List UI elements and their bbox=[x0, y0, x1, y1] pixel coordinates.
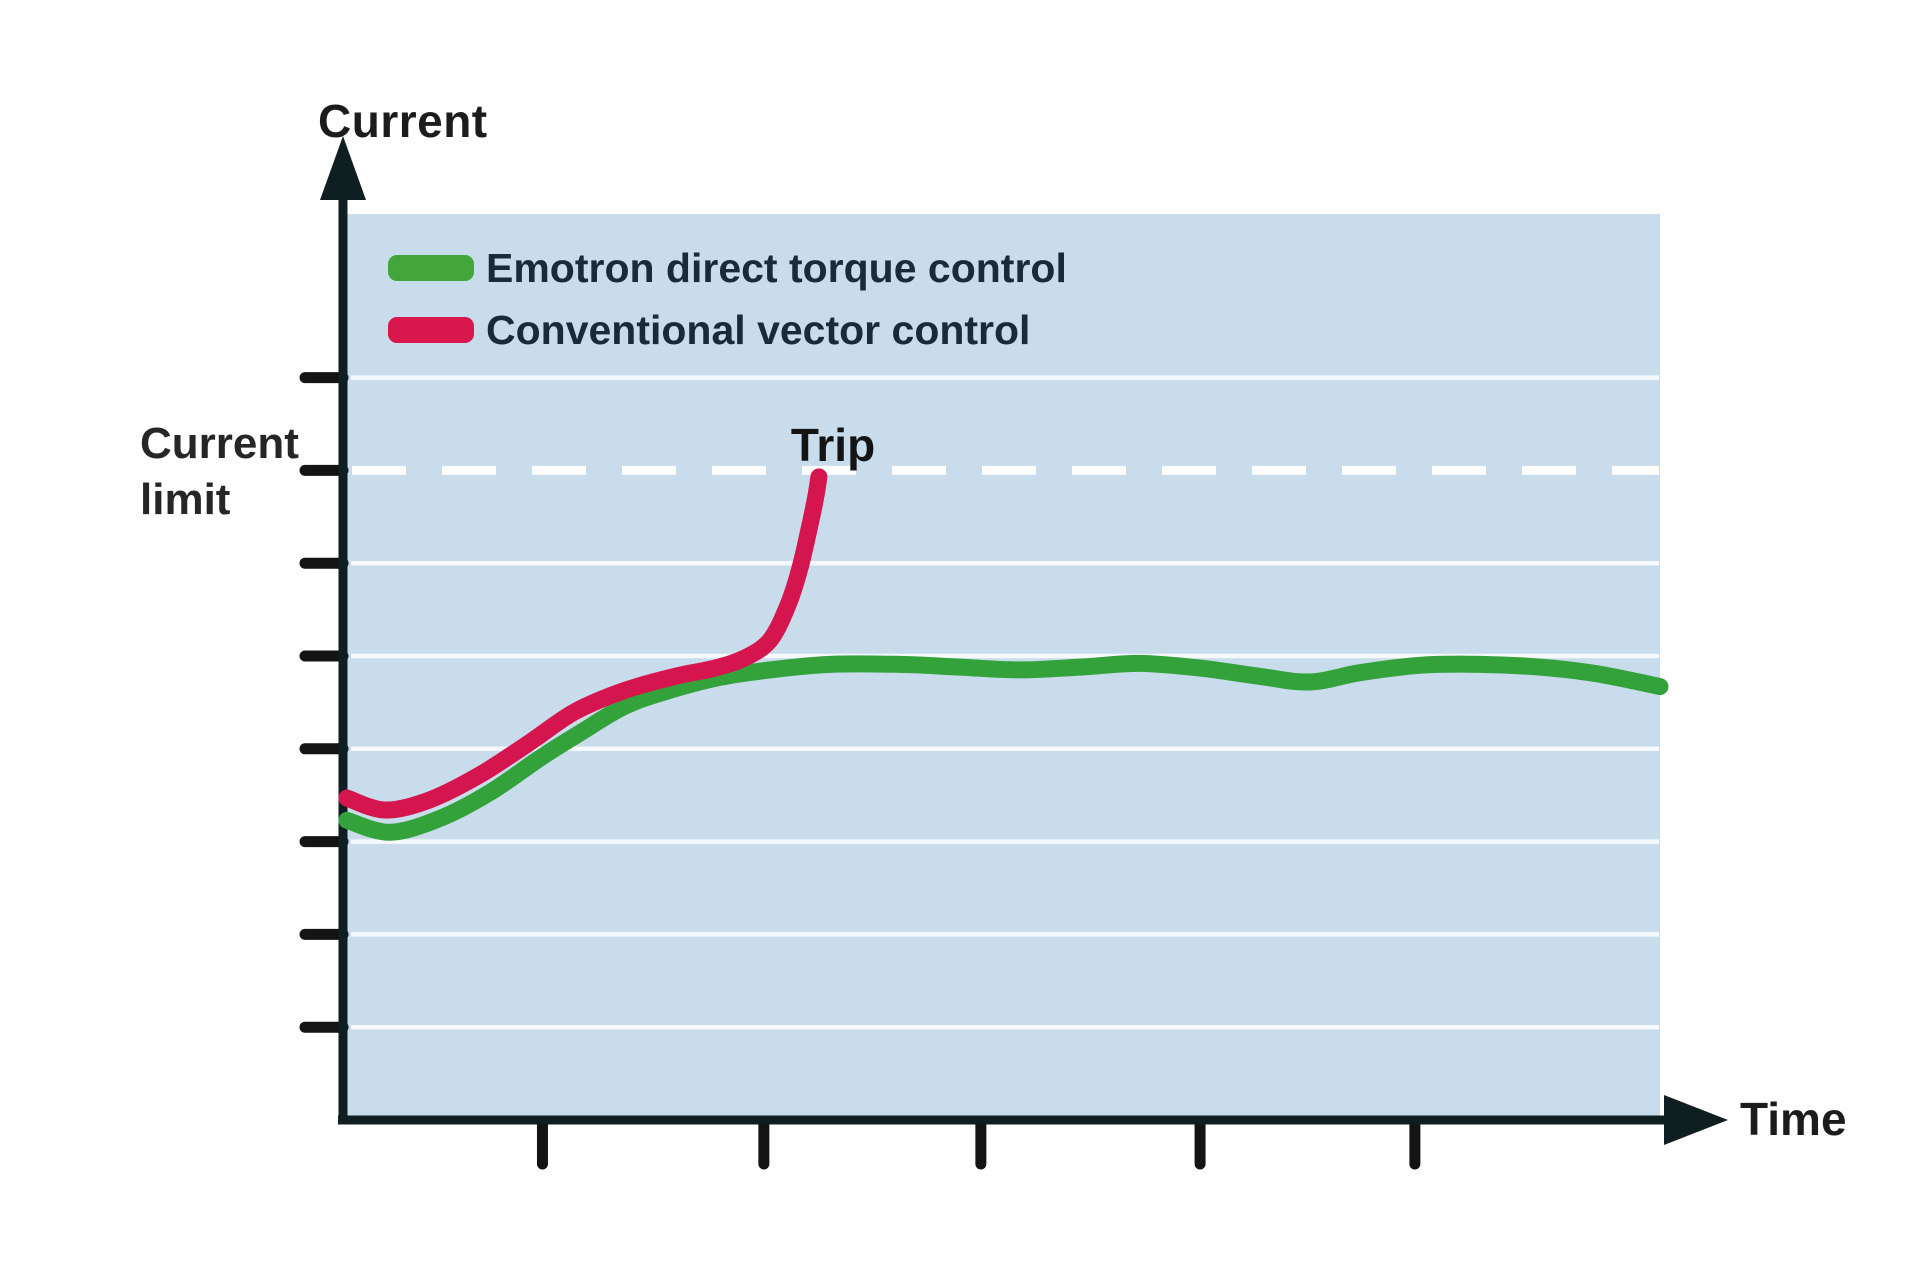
series-conventional-vector-control-line bbox=[338, 468, 828, 819]
y-axis-ticks bbox=[299, 372, 349, 1033]
legend: Emotron direct torque control Convention… bbox=[388, 246, 1067, 352]
legend-label-conventional: Conventional vector control bbox=[486, 306, 1031, 353]
legend-item-emotron: Emotron direct torque control bbox=[388, 246, 1067, 290]
x-axis-title: Time bbox=[1740, 1093, 1847, 1145]
x-axis-ticks bbox=[536, 1118, 1421, 1170]
legend-item-conventional: Conventional vector control bbox=[388, 308, 1067, 352]
legend-swatch-emotron bbox=[388, 255, 474, 281]
legend-swatch-conventional bbox=[388, 317, 474, 343]
legend-label-emotron: Emotron direct torque control bbox=[486, 244, 1067, 291]
series-emotron-direct-torque-control-line bbox=[338, 654, 1669, 841]
x-axis-arrowhead bbox=[1664, 1095, 1728, 1145]
trip-annotation: Trip bbox=[790, 419, 876, 471]
y-axis-arrowhead bbox=[320, 136, 366, 200]
current-limit-label: Current limit bbox=[140, 419, 299, 525]
y-axis-title: Current bbox=[318, 95, 488, 147]
